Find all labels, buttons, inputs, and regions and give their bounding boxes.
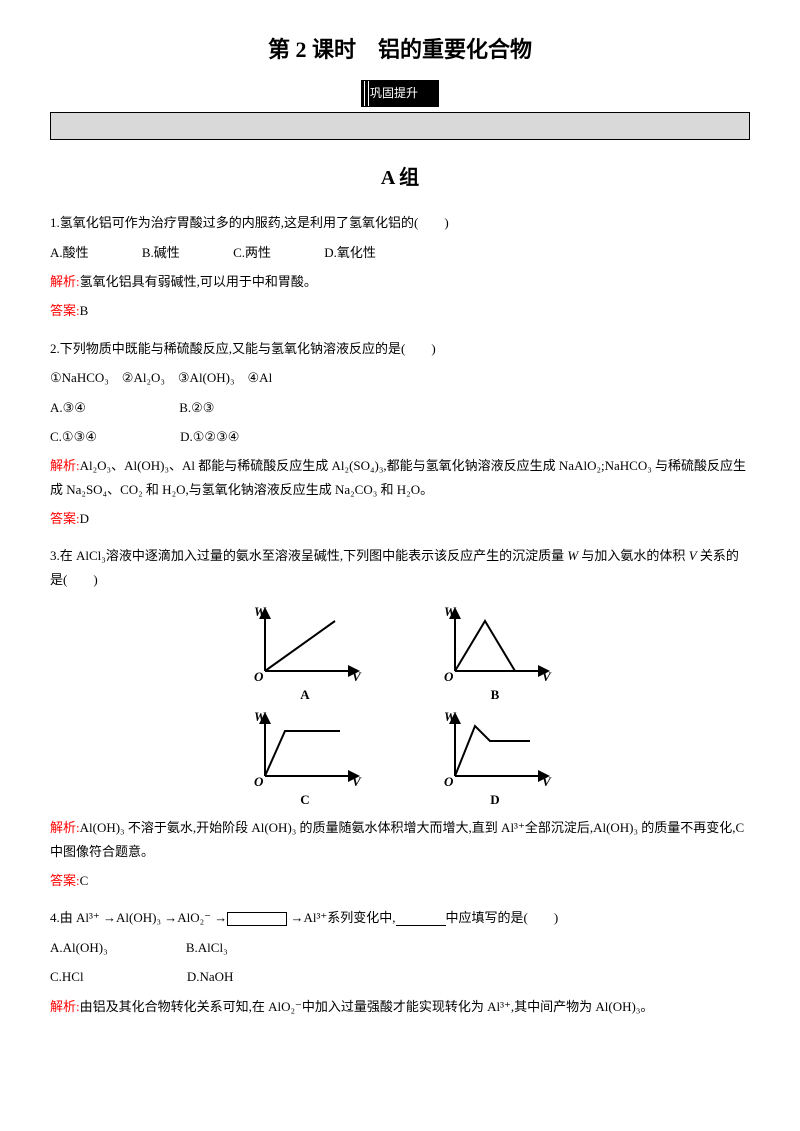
q3-mid: 与加入氨水的体积 xyxy=(578,548,689,563)
q2-opt-d: D.①②③④ xyxy=(180,425,239,448)
svg-text:W: W xyxy=(254,604,267,619)
badge: 巩固提升 xyxy=(361,80,439,108)
q2-options-row2: C.①③④ D.①②③④ xyxy=(50,425,750,448)
chart-c-label: C xyxy=(240,788,370,811)
q1-opt-b: B.碱性 xyxy=(142,241,180,264)
q4-text: 4.由 Al³⁺ →Al(OH)₃ →AlO₂⁻ → →Al³⁺系列变化中,中应… xyxy=(50,906,750,929)
svg-text:O: O xyxy=(254,774,264,786)
q3-analysis-text: Al(OH)₃ 不溶于氨水,开始阶段 Al(OH)₃ 的质量随氨水体积增大而增大… xyxy=(50,820,744,858)
svg-text:V: V xyxy=(352,669,362,681)
group-title: A 组 xyxy=(50,160,750,196)
svg-text:O: O xyxy=(254,669,264,681)
q4-opt-c: C.HCl xyxy=(50,965,84,988)
q2-opt-a: A.③④ xyxy=(50,396,86,419)
main-title: 第 2 课时 铝的重要化合物 xyxy=(50,30,750,70)
q4-seq3: Al³⁺系列变化中, xyxy=(304,910,396,925)
q2-options-row1: A.③④ B.②③ xyxy=(50,396,750,419)
chart-d: W V O D xyxy=(430,706,560,806)
q3-prefix: 3.在 AlCl₃溶液中逐滴加入过量的氨水至溶液呈碱性,下列图中能表示该反应产生… xyxy=(50,548,567,563)
q1-opt-c: C.两性 xyxy=(233,241,271,264)
chart-b: W V O B xyxy=(430,601,560,701)
svg-text:O: O xyxy=(444,774,454,786)
q1-analysis: 解析:氢氧化铝具有弱碱性,可以用于中和胃酸。 xyxy=(50,270,750,293)
q4-opt-a: A.Al(OH)₃ xyxy=(50,936,108,959)
svg-text:W: W xyxy=(444,604,457,619)
q2-opt-b: B.②③ xyxy=(179,396,214,419)
chart-d-label: D xyxy=(430,788,560,811)
q2-answer-value: D xyxy=(80,511,89,526)
blank-underline xyxy=(396,912,446,926)
q4-analysis: 解析:由铝及其化合物转化关系可知,在 AlO₂⁻中加入过量强酸才能实现转化为 A… xyxy=(50,995,750,1018)
q3-analysis: 解析:Al(OH)₃ 不溶于氨水,开始阶段 Al(OH)₃ 的质量随氨水体积增大… xyxy=(50,816,750,863)
analysis-label: 解析: xyxy=(50,999,80,1014)
q2-text: 2.下列物质中既能与稀硫酸反应,又能与氢氧化钠溶液反应的是( ) xyxy=(50,337,750,360)
answer-label: 答案: xyxy=(50,873,80,888)
chart-a: W V O A xyxy=(240,601,370,701)
svg-text:W: W xyxy=(444,709,457,724)
q3-answer-value: C xyxy=(80,873,89,888)
analysis-label: 解析: xyxy=(50,458,80,473)
badge-wrap: 巩固提升 xyxy=(50,80,750,108)
q4-prefix: 4.由 Al³⁺ xyxy=(50,910,100,925)
svg-text:O: O xyxy=(444,669,454,681)
q1-answer: 答案:B xyxy=(50,299,750,322)
q3-w: W xyxy=(567,548,578,563)
q2-answer: 答案:D xyxy=(50,507,750,530)
q4-opt-b: B.AlCl₃ xyxy=(186,936,228,959)
chart-row-1: W V O A W V O B xyxy=(50,601,750,701)
q1-answer-value: B xyxy=(80,303,89,318)
svg-text:W: W xyxy=(254,709,267,724)
q3-v: V xyxy=(689,548,697,563)
q2-analysis-text: Al₂O₃、Al(OH)₃、Al 都能与稀硫酸反应生成 Al₂(SO₄)₃,都能… xyxy=(50,458,746,496)
q2-opt-c: C.①③④ xyxy=(50,425,97,448)
q2-items: ①NaHCO₃ ②Al₂O₃ ③Al(OH)₃ ④Al xyxy=(50,366,750,389)
svg-text:V: V xyxy=(542,774,552,786)
q4-analysis-text: 由铝及其化合物转化关系可知,在 AlO₂⁻中加入过量强酸才能实现转化为 Al³⁺… xyxy=(80,999,654,1014)
gray-bar xyxy=(50,112,750,140)
arrow-icon: → xyxy=(291,910,304,925)
q4-options-row1: A.Al(OH)₃ B.AlCl₃ xyxy=(50,936,750,959)
q1-opt-d: D.氧化性 xyxy=(324,241,376,264)
arrow-icon: → xyxy=(164,910,177,925)
q1-text: 1.氢氧化铝可作为治疗胃酸过多的内服药,这是利用了氢氧化铝的( ) xyxy=(50,211,750,234)
q4-seq1: Al(OH)₃ xyxy=(116,910,161,925)
answer-label: 答案: xyxy=(50,303,80,318)
q2-analysis: 解析:Al₂O₃、Al(OH)₃、Al 都能与稀硫酸反应生成 Al₂(SO₄)₃… xyxy=(50,454,750,501)
arrow-icon: → xyxy=(103,910,116,925)
arrow-icon: → xyxy=(214,910,227,925)
svg-text:V: V xyxy=(542,669,552,681)
q3-charts: W V O A W V O B W V xyxy=(50,601,750,806)
q4-opt-d: D.NaOH xyxy=(187,965,234,988)
q4-suffix: 中应填写的是( ) xyxy=(446,910,559,925)
q1-options: A.酸性 B.碱性 C.两性 D.氧化性 xyxy=(50,241,750,264)
q3-text: 3.在 AlCl₃溶液中逐滴加入过量的氨水至溶液呈碱性,下列图中能表示该反应产生… xyxy=(50,544,750,591)
svg-text:V: V xyxy=(352,774,362,786)
chart-row-2: W V O C W V O D xyxy=(50,706,750,806)
answer-label: 答案: xyxy=(50,511,80,526)
q1-opt-a: A.酸性 xyxy=(50,241,89,264)
q4-seq2: AlO₂⁻ xyxy=(177,910,211,925)
q4-options-row2: C.HCl D.NaOH xyxy=(50,965,750,988)
analysis-label: 解析: xyxy=(50,820,80,835)
chart-b-label: B xyxy=(430,683,560,706)
q1-analysis-text: 氢氧化铝具有弱碱性,可以用于中和胃酸。 xyxy=(80,274,317,289)
chart-a-label: A xyxy=(240,683,370,706)
chart-c: W V O C xyxy=(240,706,370,806)
analysis-label: 解析: xyxy=(50,274,80,289)
blank-box xyxy=(227,912,287,926)
q3-answer: 答案:C xyxy=(50,869,750,892)
